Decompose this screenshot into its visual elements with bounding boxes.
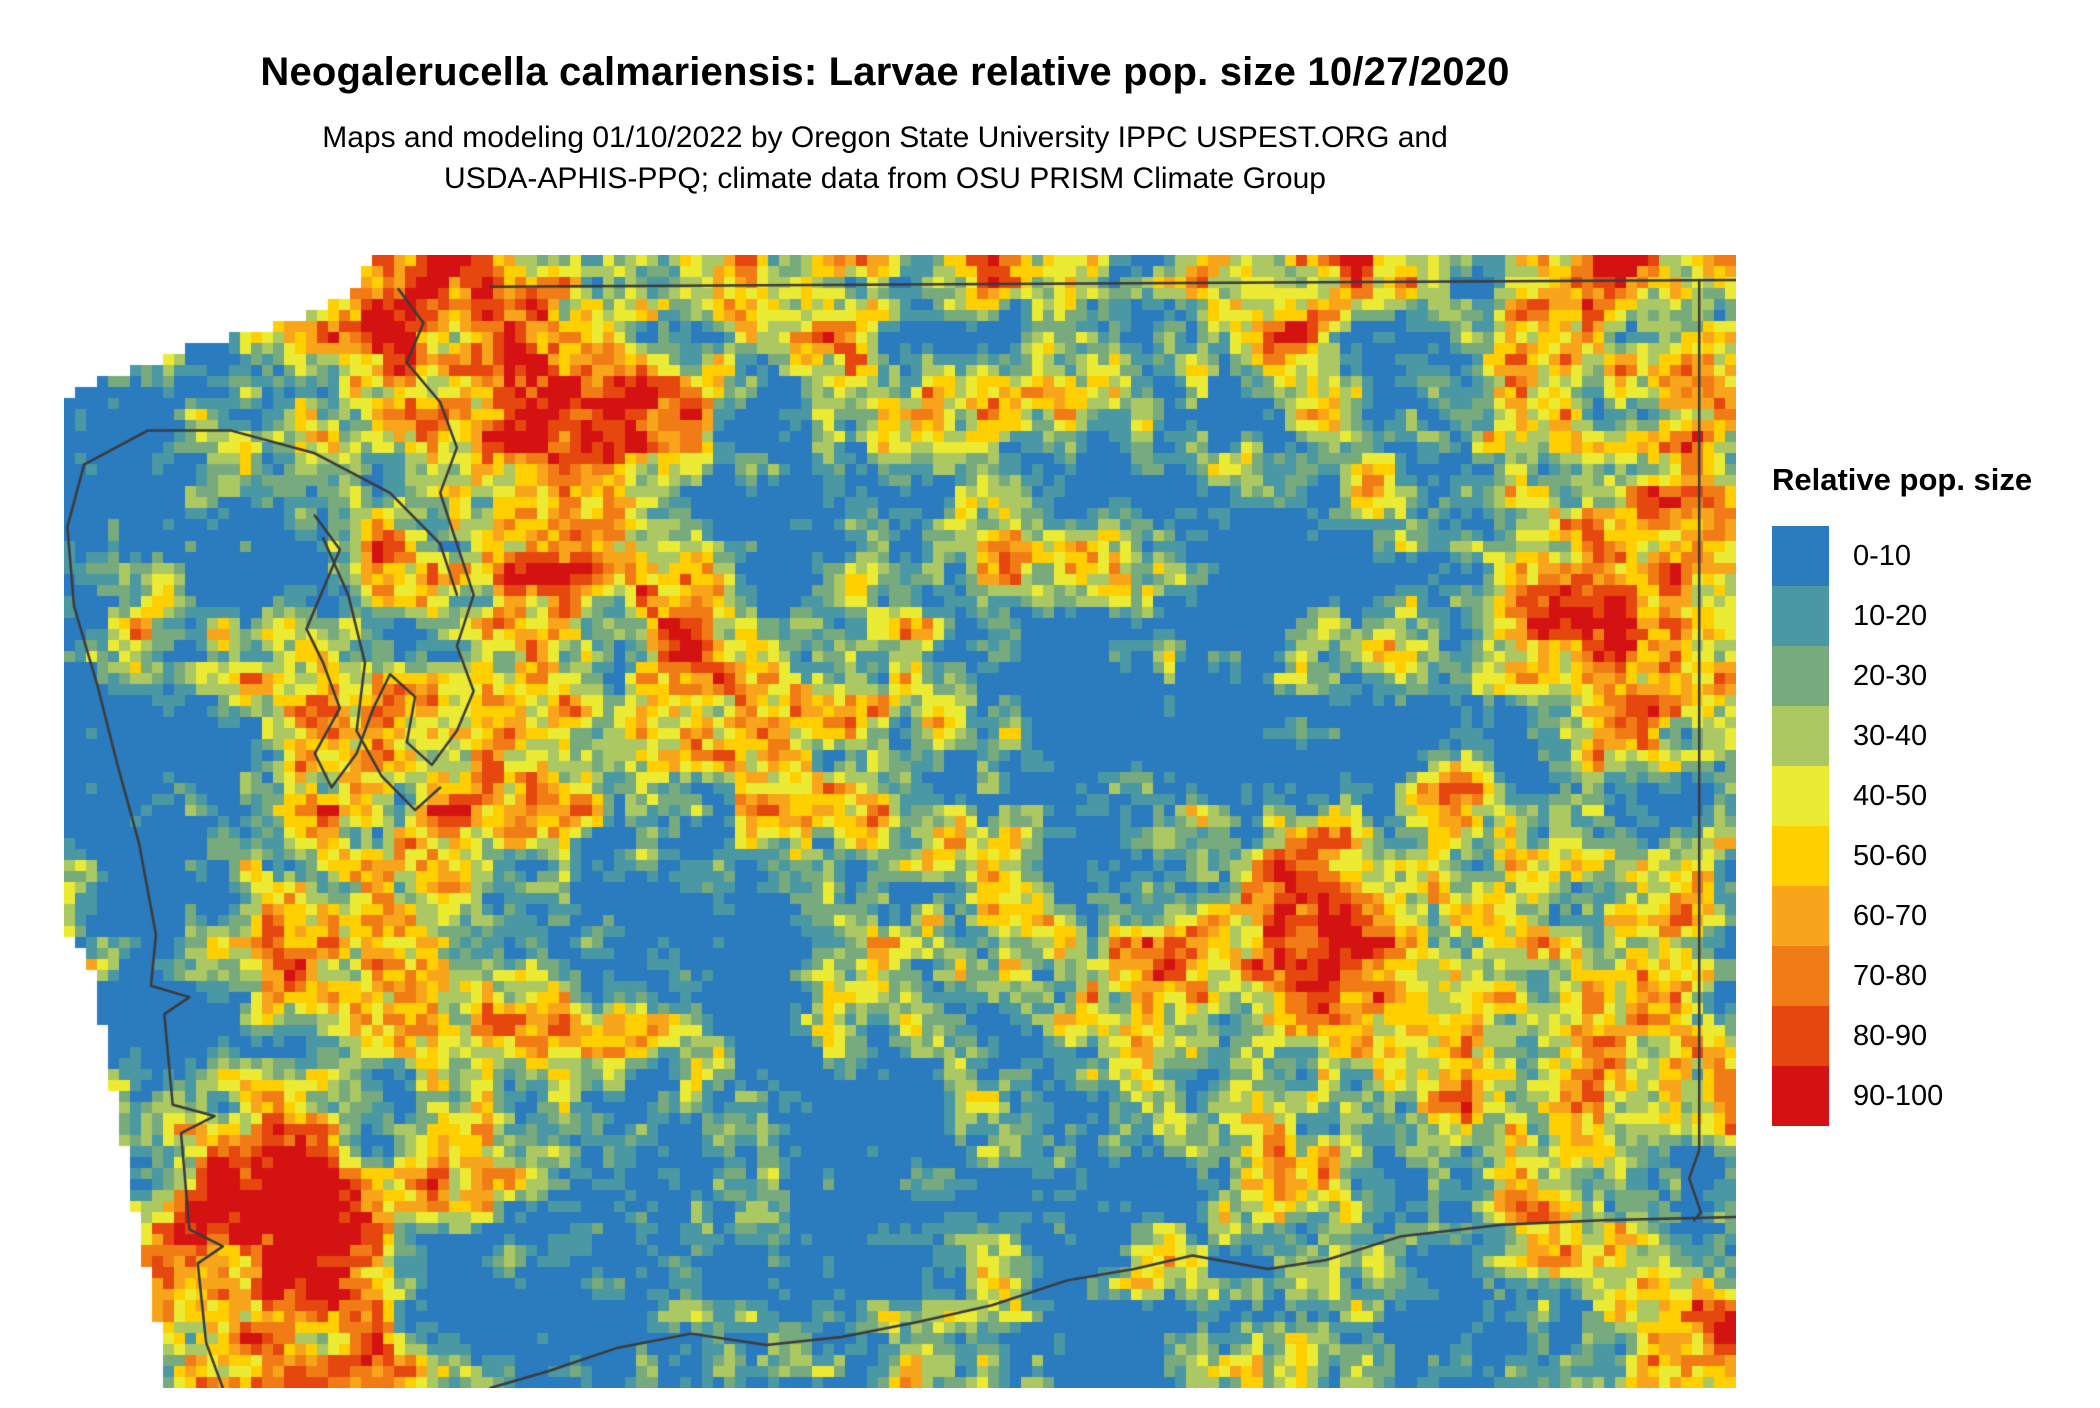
- legend-color-swatch: [1772, 1006, 1829, 1066]
- legend-bin-row: 10-20: [1772, 586, 2092, 646]
- legend-bin-row: 30-40: [1772, 706, 2092, 766]
- legend-bin-label: 60-70: [1853, 899, 1928, 932]
- legend-bin-row: 20-30: [1772, 646, 2092, 706]
- legend-color-swatch: [1772, 586, 1829, 646]
- legend-bins: 0-10 10-20 20-30 30-40 40-50 50-60 60-70 70-80 8…: [1772, 526, 2092, 1126]
- legend-bin-label: 90-100: [1853, 1079, 1944, 1112]
- population-raster-map: [64, 255, 1736, 1388]
- legend-bin-label: 40-50: [1853, 779, 1928, 812]
- page-subtitle: Maps and modeling 01/10/2022 by Oregon S…: [0, 117, 1770, 200]
- legend-bin-label: 20-30: [1853, 659, 1928, 692]
- legend-bin-label: 70-80: [1853, 959, 1928, 992]
- legend-color-swatch: [1772, 826, 1829, 886]
- legend-color-swatch: [1772, 886, 1829, 946]
- legend-color-swatch: [1772, 1066, 1829, 1126]
- legend-bin-row: 80-90: [1772, 1006, 2092, 1066]
- legend-color-swatch: [1772, 766, 1829, 826]
- legend-bin-row: 0-10: [1772, 526, 2092, 586]
- legend-bin-label: 30-40: [1853, 719, 1928, 752]
- legend-bin-label: 50-60: [1853, 839, 1928, 872]
- legend-color-swatch: [1772, 646, 1829, 706]
- legend-bin-row: 90-100: [1772, 1066, 2092, 1126]
- legend-color-swatch: [1772, 526, 1829, 586]
- subtitle-line-2: USDA-APHIS-PPQ; climate data from OSU PR…: [444, 162, 1326, 196]
- legend-bin-row: 60-70: [1772, 886, 2092, 946]
- legend-bin-label: 0-10: [1853, 539, 1912, 572]
- legend-bin-label: 80-90: [1853, 1019, 1928, 1052]
- legend-bin-row: 40-50: [1772, 766, 2092, 826]
- map-header: Neogalerucella calmariensis: Larvae rela…: [0, 50, 1770, 200]
- legend: Relative pop. size 0-10 10-20 20-30 30-40 40…: [1772, 462, 2092, 1126]
- legend-bin-row: 70-80: [1772, 946, 2092, 1006]
- legend-color-swatch: [1772, 946, 1829, 1006]
- page-title: Neogalerucella calmariensis: Larvae rela…: [260, 50, 1510, 94]
- subtitle-line-1: Maps and modeling 01/10/2022 by Oregon S…: [322, 121, 1448, 154]
- legend-color-swatch: [1772, 706, 1829, 766]
- legend-title: Relative pop. size: [1772, 462, 2033, 497]
- legend-bin-row: 50-60: [1772, 826, 2092, 886]
- legend-bin-label: 10-20: [1853, 599, 1928, 632]
